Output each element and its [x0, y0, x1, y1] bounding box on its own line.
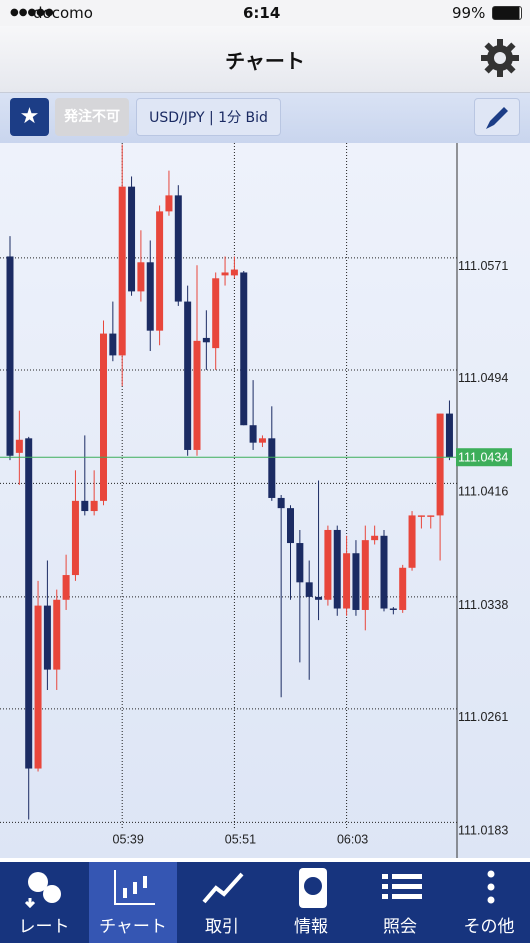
candle-body	[90, 500, 98, 512]
candle-body	[62, 575, 70, 600]
tab[interactable]: 情報	[267, 862, 355, 943]
battery-icon	[492, 6, 522, 20]
candle-body	[202, 337, 210, 343]
battery-level: 99%	[452, 4, 486, 22]
candle-body	[109, 333, 117, 356]
candle-body	[277, 497, 285, 509]
favorite-button[interactable]: ★	[10, 98, 49, 136]
pen-icon	[486, 107, 508, 129]
tab-bar: レート チャート 取引 情報 照会 その他	[0, 862, 530, 943]
candle-body	[184, 301, 192, 450]
candle-body	[343, 553, 351, 609]
y-tick-label: 111.0416	[458, 485, 508, 499]
tab-selected[interactable]: チャート	[89, 862, 177, 943]
trade-icon	[202, 872, 244, 904]
candle-body	[137, 262, 145, 292]
y-tick-label: 111.0571	[458, 259, 508, 273]
status-bar: ●●●●● docomo 6:14 99%	[0, 0, 530, 26]
draw-button[interactable]	[474, 98, 520, 136]
carrier: docomo	[33, 4, 93, 22]
current-price-box	[456, 448, 512, 467]
candle-body	[118, 186, 126, 356]
tab[interactable]: 取引	[178, 862, 266, 943]
clock: 6:14	[243, 4, 281, 22]
candlestick-chart: 111.0571 111.0494 111.0416 111.0338 111.0261…	[0, 143, 530, 858]
candle-body	[146, 262, 154, 331]
candle-body	[315, 596, 323, 600]
tab-label: その他	[463, 917, 515, 937]
candle-body	[417, 515, 425, 517]
tab[interactable]: 照会	[356, 862, 444, 943]
gear-hole	[494, 52, 506, 64]
candle-body	[15, 439, 23, 453]
candle-body	[371, 535, 379, 541]
candle-body	[240, 272, 248, 426]
y-tick-label: 111.0183	[458, 824, 508, 838]
candle-body	[436, 413, 444, 516]
tab[interactable]: その他	[445, 862, 530, 943]
candle-body	[193, 340, 201, 450]
candle-body	[305, 582, 313, 597]
nav-header: チャート	[0, 26, 530, 93]
settings-button[interactable]	[480, 38, 520, 78]
candle-body	[249, 425, 257, 443]
tab-label: 取引	[205, 917, 239, 937]
candle-body	[445, 413, 453, 458]
tab-label: 照会	[383, 917, 417, 937]
tab-label: 情報	[294, 917, 328, 937]
list-icon	[382, 874, 422, 899]
y-tick-label: 111.0494	[458, 371, 508, 385]
candle-body	[34, 605, 42, 769]
x-tick-label: 05:39	[113, 832, 144, 846]
candle-body	[156, 211, 164, 331]
chart-icon	[114, 870, 155, 905]
candle-body	[71, 500, 79, 576]
x-tick-label: 06:03	[337, 832, 368, 846]
candle-body	[324, 529, 332, 600]
candle-body	[287, 508, 294, 544]
candle-body	[399, 567, 407, 610]
candle-body	[100, 333, 107, 501]
candle-body	[427, 515, 435, 517]
current-price-label: 111.0434	[458, 451, 508, 465]
candle-body	[361, 540, 369, 610]
candle-body	[81, 500, 89, 512]
candle-body	[43, 605, 51, 670]
signal-icon: ●●●●●	[10, 7, 54, 18]
rate-icon	[24, 872, 61, 908]
tab[interactable]: レート	[0, 862, 88, 943]
candle-body	[6, 256, 14, 456]
info-icon	[299, 868, 327, 908]
candle-body	[212, 278, 220, 349]
toolbar: ★ 発注不可 USD/JPY | 1分 Bid	[0, 93, 530, 143]
candle-body	[128, 186, 136, 292]
candle-body	[296, 543, 304, 583]
candle-body	[408, 515, 416, 568]
candle-body	[230, 269, 238, 276]
candle-body	[333, 529, 341, 609]
x-tick-label: 05:51	[225, 832, 256, 846]
candle-body	[25, 438, 33, 769]
candle-body	[165, 195, 173, 212]
candle-body	[389, 608, 397, 610]
tab-label: チャート	[99, 917, 167, 937]
tab-label: レート	[18, 917, 70, 937]
candle-body	[258, 438, 266, 443]
candle-body	[53, 599, 61, 670]
candle-body	[352, 553, 360, 610]
more-icon	[487, 870, 495, 904]
symbol-button[interactable]: USD/JPY | 1分 Bid	[136, 98, 281, 136]
y-tick-label: 111.0261	[458, 710, 508, 724]
order-disabled-button[interactable]: 発注不可	[55, 98, 129, 136]
candle-body	[380, 535, 388, 609]
y-tick-label: 111.0338	[458, 598, 508, 612]
candle-body	[174, 195, 182, 302]
chart-background	[0, 143, 530, 858]
screen-title: チャート	[225, 49, 305, 73]
candle-body	[268, 438, 276, 498]
candle-body	[221, 272, 229, 276]
